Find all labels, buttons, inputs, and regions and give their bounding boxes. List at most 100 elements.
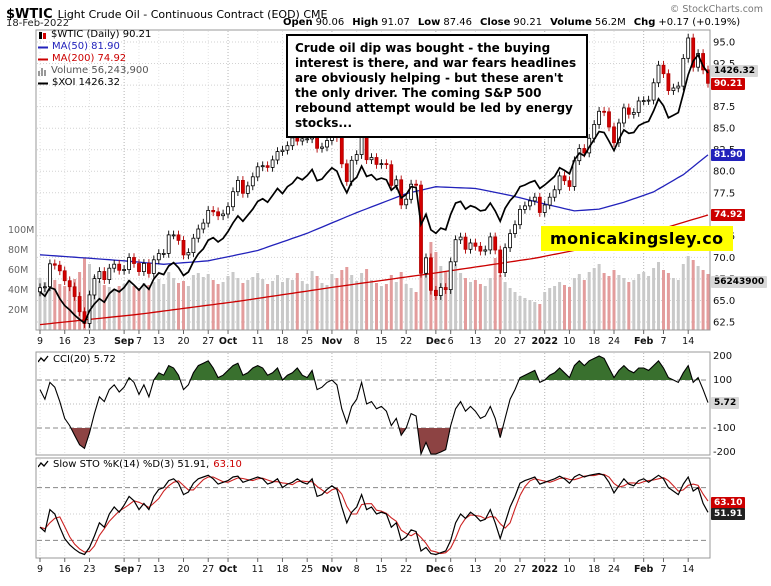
x-axis-label: 27: [514, 564, 526, 575]
candle-body: [379, 163, 384, 166]
x-axis-label: 13: [469, 336, 481, 347]
x-axis-label: 11: [252, 564, 264, 575]
x-axis-label: 16: [59, 336, 71, 347]
sto-panel-header: Slow STO %K(14) %D(3) 51.91, 63.10: [38, 459, 242, 470]
candle-body: [562, 175, 567, 182]
volume-bar: [137, 288, 141, 330]
volume-bar: [345, 267, 349, 330]
x-axis-label: 13: [153, 564, 165, 575]
volume-bar: [409, 288, 413, 330]
candle-body: [428, 257, 433, 291]
cci-oversold-fill: [417, 428, 451, 454]
x-axis-label: 7: [136, 564, 142, 575]
xoi-line-icon: [38, 82, 48, 84]
candle-body: [275, 151, 280, 161]
candle-body: [547, 196, 552, 206]
stockcharts-copyright-link[interactable]: © StockCharts.com: [669, 4, 763, 15]
volume-bar: [305, 284, 309, 330]
volume-axis-label: 80M: [8, 245, 28, 256]
candle-body: [463, 236, 468, 250]
volume-bar: [285, 278, 289, 330]
x-axis-label: 13: [469, 564, 481, 575]
candle-body: [567, 180, 572, 187]
x-axis-label: 27: [202, 336, 214, 347]
x-axis-label: 8: [354, 564, 360, 575]
sto-panel-label: Slow STO %K(14) %D(3) 51.91,: [53, 459, 210, 470]
brand-watermark[interactable]: monicakingsley.co: [541, 226, 733, 251]
candle-body: [97, 271, 102, 279]
volume-bar: [177, 283, 180, 330]
volume-bar: [389, 275, 393, 330]
volume-bar: [592, 268, 596, 330]
volume-bar: [48, 275, 52, 330]
volume-bar: [147, 285, 151, 330]
x-axis-label: Oct: [219, 336, 238, 347]
volume-bar: [582, 280, 586, 330]
volume-bar: [350, 275, 354, 330]
x-axis-label: 18: [588, 336, 600, 347]
x-axis-label: 2022: [531, 564, 557, 575]
candle-body: [270, 159, 275, 168]
indicator-icon: [38, 355, 49, 363]
x-axis-label: 9: [37, 336, 43, 347]
candle-body: [255, 166, 260, 178]
candle-body: [72, 286, 77, 297]
volume-bar: [464, 278, 467, 330]
x-axis-label: 18: [276, 336, 288, 347]
volume-bar: [498, 275, 502, 330]
sto-d-last-value-box: 63.10: [711, 497, 746, 509]
legend-volume-label: Volume 56,243,900: [51, 65, 149, 76]
candle-body: [607, 111, 611, 128]
candle-body: [171, 234, 176, 237]
candle-body: [374, 157, 379, 165]
x-axis-label: Sep: [114, 336, 134, 347]
sto-k-last-value-box: 51.91: [711, 508, 746, 520]
volume-bar: [444, 272, 448, 330]
candle-body: [542, 204, 547, 213]
candle-body: [38, 287, 42, 293]
volume-axis-label: 100M: [8, 225, 34, 236]
cci-panel-header: CCI(20) 5.72: [38, 354, 116, 365]
x-axis-label: 20: [177, 336, 189, 347]
volume-bar: [572, 278, 576, 330]
high-label: High: [352, 17, 379, 28]
ticker-symbol: $WTIC: [6, 7, 53, 22]
volume-bar: [152, 282, 156, 330]
candle-body: [320, 146, 324, 149]
candle-body: [166, 234, 171, 254]
close-last-value-box: 90.21: [711, 78, 746, 90]
candle-body: [240, 179, 245, 194]
x-axis-label: 15: [375, 336, 387, 347]
volume-bar: [127, 280, 131, 330]
candle-body: [137, 263, 141, 273]
cci-axis-label: -200: [713, 447, 736, 458]
candle-body: [661, 64, 666, 75]
x-axis-label: 10: [563, 336, 575, 347]
volume-bar: [419, 234, 423, 330]
candle-body: [676, 85, 681, 89]
volume-bar: [172, 278, 176, 330]
volume-value: 56.2M: [594, 17, 626, 28]
candle-body: [532, 196, 537, 202]
volume-bar: [97, 281, 101, 330]
candle-body: [448, 261, 453, 290]
price-axis-label: 65.0: [713, 296, 735, 307]
legend-item-wtic: $WTIC (Daily) 90.21: [38, 29, 151, 41]
candle-body: [419, 184, 423, 274]
volume-bar: [320, 283, 324, 330]
volume-bar: [246, 280, 250, 330]
volume-bar: [424, 258, 428, 330]
candle-body: [513, 224, 517, 234]
candlestick-icon: [39, 31, 46, 39]
candle-body: [206, 209, 211, 224]
legend-ma50-label: MA(50) 81.90: [52, 41, 120, 52]
x-axis-label: 23: [83, 564, 95, 575]
ma50-last-value-box: 81.90: [711, 149, 746, 161]
chg-label: Chg: [633, 17, 656, 28]
candle-body: [518, 208, 522, 226]
volume-bar: [256, 273, 260, 330]
volume-bar: [563, 285, 566, 330]
candle-body: [364, 135, 369, 161]
volume-bar: [508, 288, 512, 330]
pane-border: [35, 457, 711, 559]
